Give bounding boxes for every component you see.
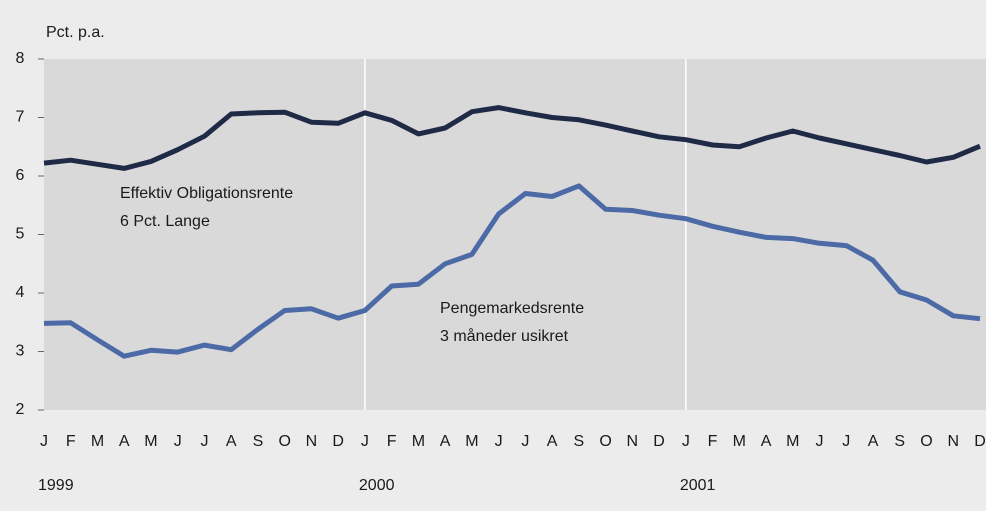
x-tick-label: J (682, 433, 690, 450)
y-tick-label: 4 (16, 284, 25, 301)
y-tick-label: 5 (16, 226, 25, 243)
x-tick-label: N (627, 433, 639, 450)
x-tick-label: S (894, 433, 905, 450)
y-axis-label: Pct. p.a. (46, 24, 105, 41)
x-tick-label: M (91, 433, 104, 450)
x-tick-label: O (920, 433, 932, 450)
x-tick-label: A (226, 433, 237, 450)
series-note: 6 Pct. Lange (120, 213, 210, 230)
x-tick-label: A (868, 433, 879, 450)
year-label: 1999 (38, 477, 74, 494)
x-tick-label: O (599, 433, 611, 450)
y-tick-label: 3 (16, 343, 25, 360)
series-line (43, 105, 981, 171)
x-tick-label: M (412, 433, 425, 450)
x-tick-label: M (465, 433, 478, 450)
x-tick-label: N (947, 433, 959, 450)
year-label: 2000 (359, 477, 395, 494)
series-note: 3 måneder usikret (440, 327, 569, 345)
year-label: 2001 (680, 477, 716, 494)
y-tick-label: 6 (16, 167, 25, 184)
y-tick-label: 7 (16, 109, 25, 126)
x-tick-label: F (66, 433, 76, 450)
plot-area (44, 59, 986, 410)
x-tick-label: N (306, 433, 318, 450)
x-tick-label: A (119, 433, 130, 450)
x-tick-label: F (387, 433, 397, 450)
series-label: Effektiv Obligationsrente (120, 185, 293, 202)
x-tick-label: J (174, 433, 182, 450)
x-tick-label: F (708, 433, 718, 450)
x-tick-label: J (521, 433, 529, 450)
x-tick-label: J (40, 433, 48, 450)
series-line (43, 183, 981, 359)
x-tick-label: M (733, 433, 746, 450)
x-tick-label: D (332, 433, 344, 450)
x-tick-label: M (786, 433, 799, 450)
series-label: Pengemarkedsrente (440, 300, 584, 317)
x-tick-label: A (547, 433, 558, 450)
x-tick-label: S (574, 433, 585, 450)
x-tick-label: A (440, 433, 451, 450)
y-tick-label: 2 (16, 401, 25, 418)
x-tick-label: J (200, 433, 208, 450)
x-tick-label: D (653, 433, 665, 450)
x-tick-label: J (495, 433, 503, 450)
x-tick-label: A (761, 433, 772, 450)
x-tick-label: J (816, 433, 824, 450)
x-tick-label: J (361, 433, 369, 450)
x-tick-label: J (842, 433, 850, 450)
x-tick-label: S (253, 433, 264, 450)
y-tick-label: 8 (16, 50, 25, 67)
x-tick-label: D (974, 433, 986, 450)
x-tick-label: O (278, 433, 290, 450)
x-tick-label: M (144, 433, 157, 450)
